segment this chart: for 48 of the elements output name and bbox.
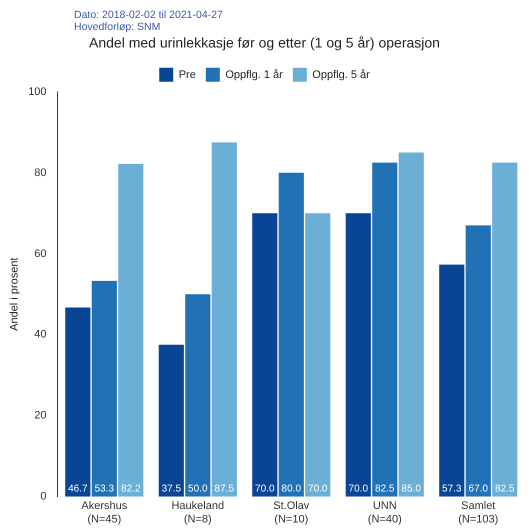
text: Hovedforløp: SNM [74,21,162,33]
data-label: 67.0 [468,483,488,494]
bar [466,225,491,497]
bar [92,280,117,497]
data-label: 80.0 [282,483,302,494]
y-tick-label: 100 [28,86,47,98]
bar [278,172,304,497]
y-tick-label: 60 [34,248,47,260]
x-tick-label: Samlet (N=103) [458,500,498,526]
data-label: 46.7 [68,483,88,494]
bar [118,164,144,497]
data-label: 82.5 [375,483,395,494]
bar [372,162,398,497]
bar [65,308,90,497]
bar [398,152,424,497]
text: Dato: 2018-02-02 til 2021-04-27 [74,9,223,21]
legend-label: Pre [178,68,196,81]
data-label: 82.2 [121,483,141,494]
x-tick-label: St.Olav (N=10) [273,500,310,526]
y-axis-title: Andel i prosent [8,258,21,331]
y-tick-label: 40 [34,328,47,341]
data-label: 37.5 [162,483,182,494]
y-tick-label: 0 [40,490,47,503]
legend-label: Oppflg. 5 år [312,68,370,81]
data-label: 53.3 [94,483,114,494]
y-tick-label: 20 [34,410,47,422]
x-tick-label: Akershus (N=45) [81,500,128,526]
data-label: 57.3 [442,483,462,494]
chart-title: Andel med urinlekkasje før og etter (1 og 5 år) operasjon [89,34,440,50]
data-label: 70.0 [348,483,368,494]
bar [439,264,464,497]
bar [158,344,184,497]
bar [185,294,210,497]
data-label: 87.5 [214,483,234,494]
x-tick-label: Haukeland (N=8) [171,500,224,526]
data-label: 70.0 [255,483,275,494]
y-tick-label: 80 [34,166,47,179]
data-label: 82.5 [495,483,515,494]
bar [346,213,371,497]
x-tick-label: UNN (N=40) [368,500,402,526]
data-label: 85.0 [402,483,422,494]
bar [492,162,518,497]
bar [252,213,278,497]
data-label: 70.0 [308,483,328,494]
bar [212,142,237,497]
legend-label: Oppflg. 1 år [225,68,284,81]
bar [305,213,330,497]
data-label: 50.0 [188,483,208,494]
